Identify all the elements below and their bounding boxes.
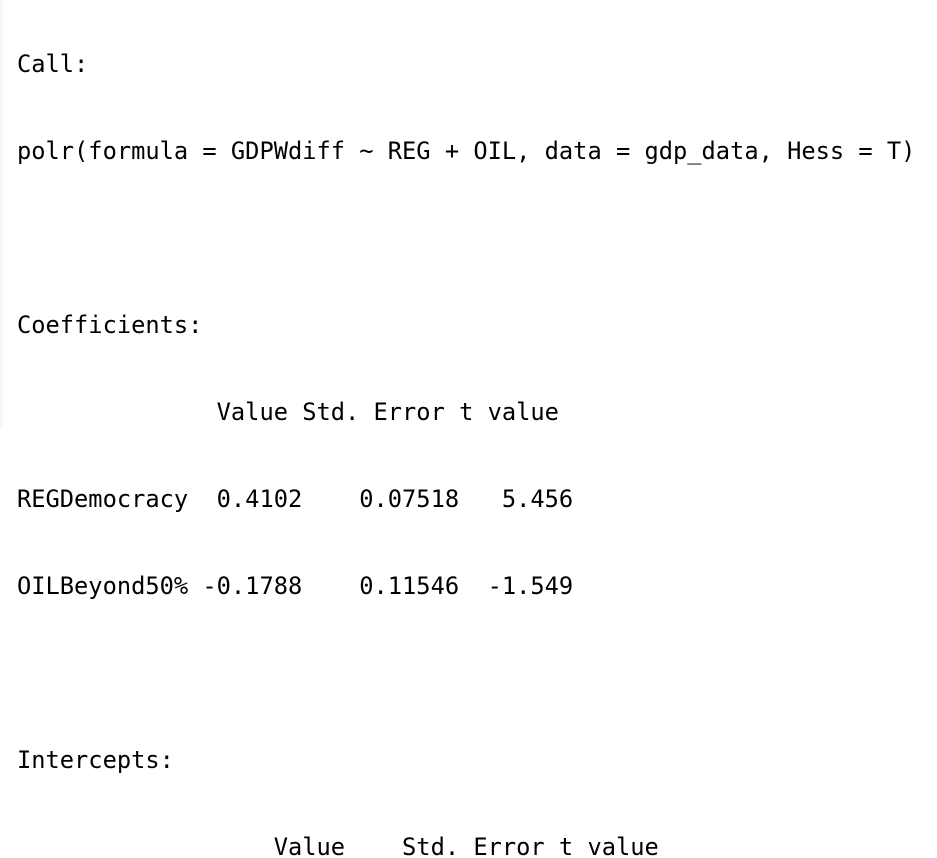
coefficients-header: Coefficients: <box>17 311 203 339</box>
coefficient-row-regdemocracy: REGDemocracy 0.4102 0.07518 5.456 <box>17 485 574 513</box>
intercepts-column-headers: Value Std. Error t value <box>17 833 659 858</box>
coefficients-column-headers: Value Std. Error t value <box>17 398 559 426</box>
blank-line <box>17 659 915 688</box>
pane-left-edge <box>0 0 3 429</box>
intercepts-header: Intercepts: <box>17 746 174 774</box>
call-header: Call: <box>17 50 89 78</box>
r-console-output: Call: polr(formula = GDPWdiff ~ REG + OI… <box>17 0 915 858</box>
coefficient-row-oilbeyond50: OILBeyond50% -0.1788 0.11546 -1.549 <box>17 572 574 600</box>
call-formula: polr(formula = GDPWdiff ~ REG + OIL, dat… <box>17 137 916 165</box>
blank-line <box>17 224 915 253</box>
